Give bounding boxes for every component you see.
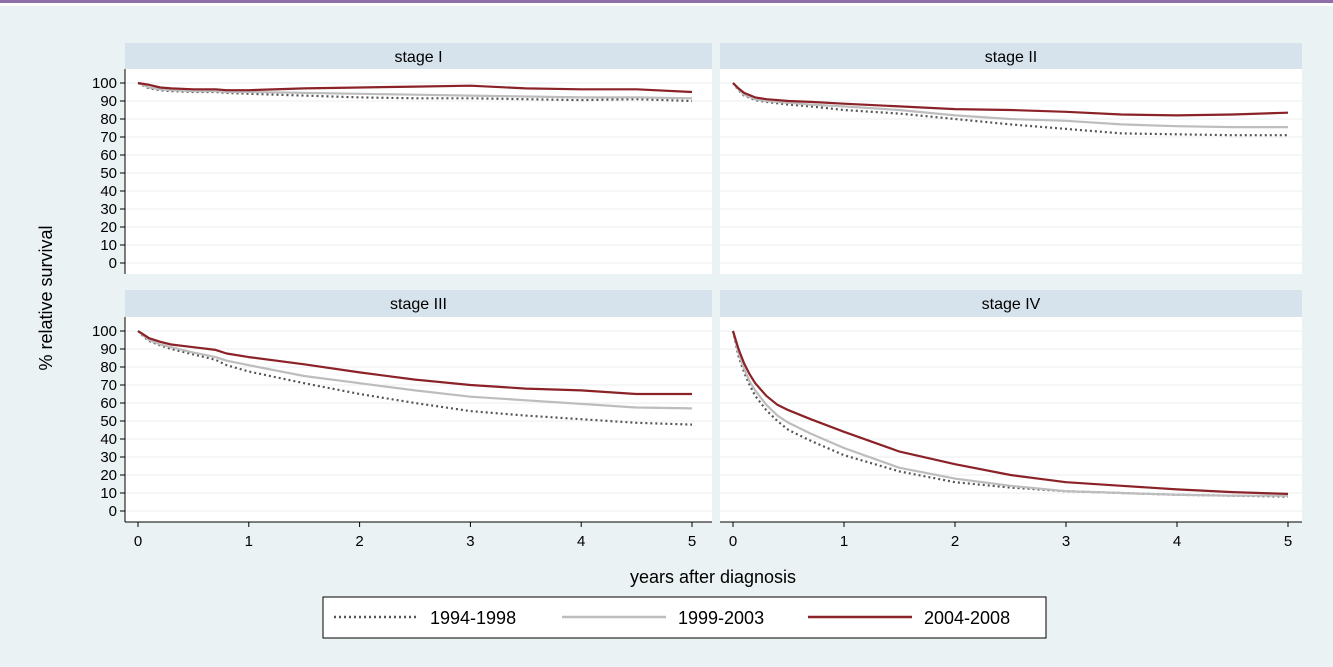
y-tick-label: 50: [100, 165, 117, 182]
legend: 1994-1998 1999-2003 2004-2008: [322, 596, 1047, 639]
series-line-2004-2008: [137, 330, 692, 396]
plot-area: [125, 69, 712, 274]
x-tick-label: 5: [688, 533, 696, 550]
x-tick-label: 5: [1284, 533, 1292, 550]
legend-label: 1999-2003: [678, 608, 764, 628]
series-line-1999-2003: [732, 82, 1288, 129]
legend-label: 1994-1998: [430, 608, 516, 628]
panel-title: stage II: [985, 49, 1037, 66]
series-line-1999-2003: [731, 330, 1288, 497]
y-tick-label: 90: [100, 93, 117, 110]
x-tick-label: 0: [134, 533, 142, 550]
y-tick-label: 70: [100, 377, 117, 394]
series-line-1994-1998: [137, 82, 693, 103]
x-tick-label: 4: [577, 533, 585, 550]
panel-strip: [720, 43, 1302, 69]
y-tick-label: 20: [100, 219, 117, 236]
legend-label: 2004-2008: [924, 608, 1010, 628]
y-tick-label: 0: [109, 255, 117, 272]
x-tick-label: 3: [1062, 533, 1070, 550]
y-tick-label: 70: [100, 129, 117, 146]
y-tick-label: 90: [100, 341, 117, 358]
x-tick-label: 1: [840, 533, 848, 550]
panel-strip: [720, 290, 1302, 317]
plot-area: [720, 69, 1302, 274]
y-tick-label: 30: [100, 449, 117, 466]
panel-2: stage II: [720, 43, 1302, 274]
series-line-1994-1998: [732, 82, 1288, 137]
x-tick-label: 0: [729, 533, 737, 550]
y-tick-label: 30: [100, 201, 117, 218]
series-line-1999-2003: [137, 330, 693, 410]
x-tick-label: 1: [245, 533, 253, 550]
x-tick-label: 2: [951, 533, 959, 550]
series-line-2004-2008: [732, 82, 1289, 117]
y-tick-label: 60: [100, 395, 117, 412]
panel-title: stage I: [394, 49, 442, 66]
y-tick-label: 40: [100, 183, 117, 200]
x-tick-label: 4: [1173, 533, 1181, 550]
series-line-2004-2008: [731, 330, 1289, 495]
legend-box: [322, 596, 1047, 639]
x-tick-label: 3: [466, 533, 474, 550]
y-tick-label: 60: [100, 147, 117, 164]
y-tick-label: 40: [100, 431, 117, 448]
y-tick-label: 80: [100, 359, 117, 376]
y-tick-label: 10: [100, 237, 117, 254]
panel-strip: [125, 43, 712, 69]
panel-title: stage IV: [982, 296, 1041, 313]
panel-strip: [125, 290, 712, 317]
series-line-2004-2008: [137, 81, 693, 94]
y-axis-title: % relative survival: [36, 225, 56, 370]
x-tick-label: 2: [355, 533, 363, 550]
plot-area: [125, 317, 712, 522]
y-tick-label: 100: [92, 323, 117, 340]
series-line-1999-2003: [137, 81, 693, 100]
y-tick-label: 50: [100, 413, 117, 430]
y-tick-label: 0: [109, 503, 117, 520]
panel-title: stage III: [390, 296, 447, 313]
plot-area: [720, 317, 1302, 522]
y-tick-label: 10: [100, 485, 117, 502]
panel-4: stage IV 0 1 2 3 4 5: [720, 290, 1302, 550]
x-axis-title: years after diagnosis: [630, 567, 796, 587]
y-tick-label: 100: [92, 75, 117, 92]
y-tick-label: 20: [100, 467, 117, 484]
y-tick-label: 80: [100, 111, 117, 128]
